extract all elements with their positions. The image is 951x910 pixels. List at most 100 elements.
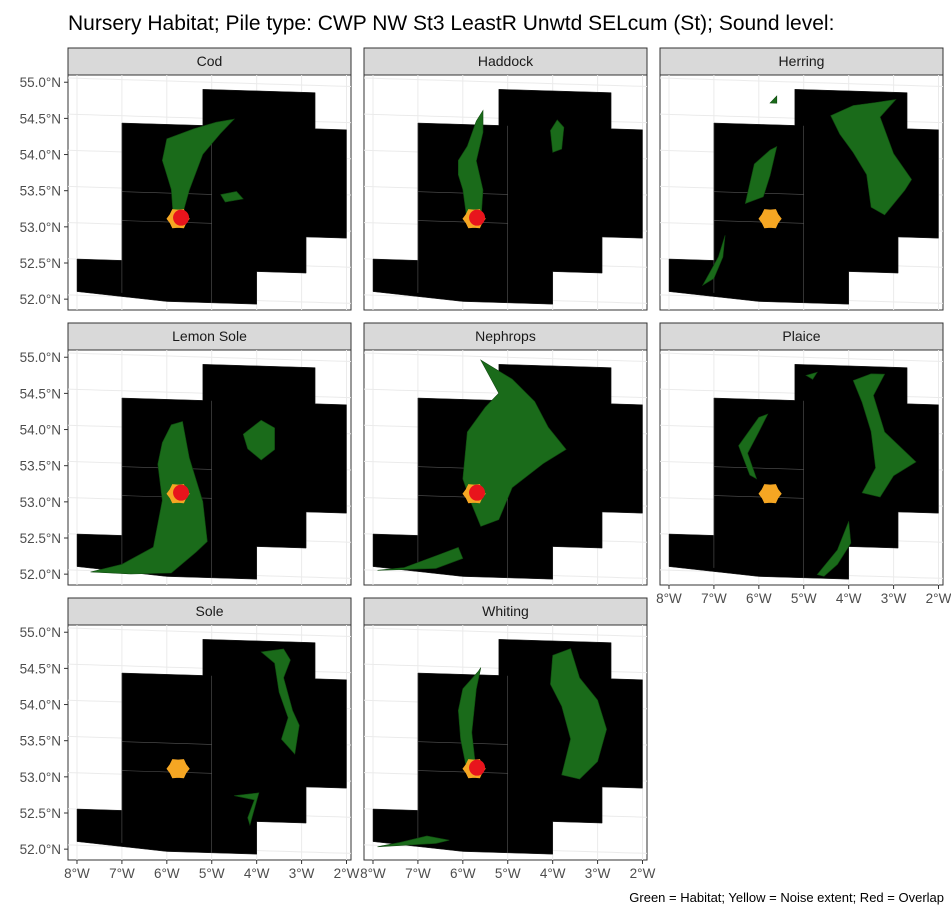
strip-label-nephrops: Nephrops: [475, 328, 536, 344]
habitat-area: [242, 419, 275, 461]
gridline-lat: [364, 352, 647, 362]
gridline-lat: [364, 77, 647, 87]
grid-cell-boundary: [121, 741, 212, 745]
panel-plot-area: [68, 625, 351, 860]
x-tick-label: 6°W: [450, 866, 476, 881]
habitat-area: [220, 191, 244, 203]
habitat-area: [457, 667, 482, 773]
panel-plot-area: [364, 350, 647, 585]
x-tick-label: 3°W: [289, 866, 315, 881]
y-tick-label: 55.0°N: [20, 350, 61, 365]
strip-whiting: [363, 597, 648, 626]
figure-title: Nursery Habitat; Pile type: CWP NW St3 L…: [68, 12, 834, 35]
x-tick-label: 3°W: [881, 591, 907, 606]
overlap-area: [469, 759, 486, 776]
gridline-lat: [660, 352, 943, 362]
x-tick-label: 7°W: [109, 866, 135, 881]
panel-plot-area: [68, 75, 351, 310]
panel-plot-area: [364, 75, 647, 310]
y-tick-label: 52.0°N: [20, 292, 61, 307]
x-tick-label: 8°W: [360, 866, 386, 881]
y-tick-label: 54.5°N: [20, 111, 61, 126]
y-tick-label: 53.0°N: [20, 220, 61, 235]
habitat-area: [161, 118, 236, 223]
panel-nephrops: Nephrops: [363, 322, 648, 586]
x-tick-label: 6°W: [154, 866, 180, 881]
overlap-area: [469, 209, 486, 226]
x-axes: 8°W 7°W 6°W 5°W 4°W 3°W 2°W 8°W 7°W 6°W 5°W 4°W 3°W 2…: [64, 585, 951, 881]
x-tick-label: 4°W: [540, 866, 566, 881]
strip-cod: [67, 47, 352, 76]
habitat-area: [550, 119, 565, 153]
facet-panels: Cod Haddock Herring Lemon Sole Nephrops Plaic…: [67, 47, 944, 861]
grid-cell-boundary: [713, 220, 804, 224]
habitat-area: [744, 146, 778, 204]
panel-cod: Cod: [67, 47, 352, 311]
noise-extent: [758, 484, 782, 504]
panel-herring: Herring: [659, 47, 944, 311]
habitat-area: [805, 371, 818, 380]
habitat-area: [816, 521, 852, 577]
y-tick-label: 53.5°N: [20, 734, 61, 749]
figure-caption: Green = Habitat; Yellow = Noise extent; …: [629, 890, 944, 905]
panel-lemon-sole: Lemon Sole: [67, 322, 352, 586]
gridline-lat: [68, 627, 351, 637]
overlap-area: [173, 484, 190, 501]
strip-label-sole: Sole: [195, 603, 223, 619]
x-tick-label: 2°W: [334, 866, 360, 881]
x-tick-label: 2°W: [630, 866, 656, 881]
strip-sole: [67, 597, 352, 626]
habitat-area: [458, 109, 484, 223]
noise-extent: [758, 209, 782, 229]
habitat-area: [90, 421, 208, 575]
y-tick-label: 55.0°N: [20, 75, 61, 90]
grid-cell-boundary: [417, 191, 508, 195]
strip-label-lemon-sole: Lemon Sole: [172, 328, 247, 344]
x-tick-label: 8°W: [656, 591, 682, 606]
strip-label-cod: Cod: [197, 53, 223, 69]
x-tick-label: 8°W: [64, 866, 90, 881]
x-tick-label: 5°W: [791, 591, 817, 606]
x-tick-label: 3°W: [585, 866, 611, 881]
habitat-area: [462, 359, 567, 527]
strip-haddock: [363, 47, 648, 76]
strip-label-haddock: Haddock: [478, 53, 534, 69]
habitat-area: [377, 835, 450, 848]
y-tick-label: 53.0°N: [20, 770, 61, 785]
grid-cell-boundary: [121, 220, 212, 224]
grid-cell-boundary: [713, 466, 804, 470]
strip-herring: [659, 47, 944, 76]
habitat-area: [830, 99, 912, 216]
y-tick-label: 54.0°N: [20, 148, 61, 163]
y-tick-label: 52.5°N: [20, 256, 61, 271]
overlap-area: [173, 209, 190, 226]
habitat-area: [377, 547, 464, 571]
strip-label-whiting: Whiting: [482, 603, 529, 619]
x-tick-label: 6°W: [746, 591, 772, 606]
y-tick-label: 52.5°N: [20, 806, 61, 821]
habitat-area: [738, 413, 769, 480]
overlap-area: [469, 484, 486, 501]
y-tick-label: 52.5°N: [20, 531, 61, 546]
habitat-area: [701, 235, 726, 287]
y-tick-label: 55.0°N: [20, 625, 61, 640]
panel-plot-area: [660, 75, 943, 310]
y-tick-label: 54.5°N: [20, 386, 61, 401]
strip-nephrops: [363, 322, 648, 351]
panel-plaice: Plaice: [659, 322, 944, 586]
grid-cell-boundary: [121, 191, 212, 195]
habitat-area: [550, 648, 607, 780]
x-tick-label: 2°W: [926, 591, 951, 606]
habitat-area: [769, 95, 778, 104]
panel-plot-area: [364, 625, 647, 860]
x-tick-label: 7°W: [405, 866, 431, 881]
panel-whiting: Whiting: [363, 597, 648, 861]
panel-plot-area: [660, 350, 943, 585]
x-tick-label: 4°W: [836, 591, 862, 606]
y-tick-label: 52.0°N: [20, 842, 61, 857]
x-tick-label: 4°W: [244, 866, 270, 881]
gridline-lat: [68, 352, 351, 362]
grid-cell-boundary: [417, 220, 508, 224]
noise-extent: [166, 759, 190, 779]
